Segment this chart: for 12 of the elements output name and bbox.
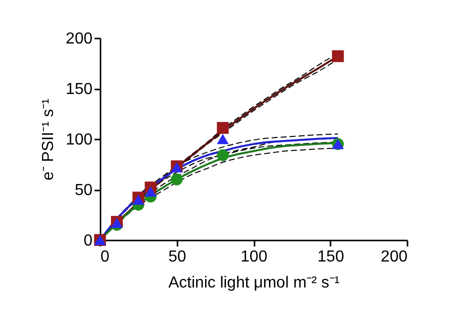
x-tick-label: 150 xyxy=(317,248,344,266)
y-axis-title: e⁻ PSII⁻¹ s⁻¹ xyxy=(40,98,57,180)
x-tick-label: 200 xyxy=(380,248,408,266)
y-tick-label: 200 xyxy=(66,30,93,48)
y-tick-label: 0 xyxy=(84,232,93,250)
x-tick-label: 50 xyxy=(168,248,186,266)
x-tick-label: 0 xyxy=(100,248,110,266)
x-axis-title: Actinic light μmol m⁻² s⁻¹ xyxy=(168,274,340,292)
y-tick-label: 100 xyxy=(66,132,93,148)
y-tick-label: 150 xyxy=(66,81,93,98)
y-tick-label: 50 xyxy=(74,182,93,199)
x-tick-label: 100 xyxy=(240,248,268,266)
